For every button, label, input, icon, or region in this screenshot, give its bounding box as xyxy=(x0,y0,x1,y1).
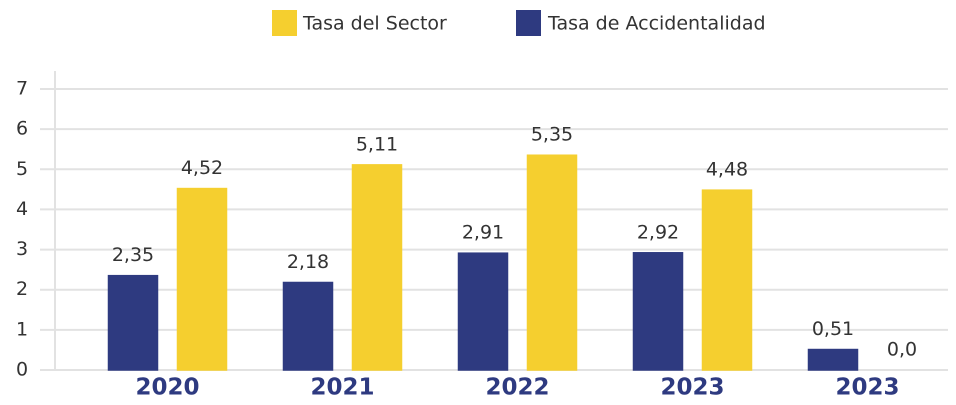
x-tick-label: 2021 xyxy=(310,375,374,401)
y-tick-label: 3 xyxy=(16,238,28,260)
value-label: 0,51 xyxy=(812,318,854,340)
value-label: 2,91 xyxy=(462,222,504,244)
x-tick-label: 2022 xyxy=(485,375,549,401)
bar xyxy=(807,348,859,371)
value-label: 4,48 xyxy=(706,159,748,181)
bar xyxy=(526,154,578,371)
y-tick-label: 7 xyxy=(16,78,28,100)
value-label: 2,18 xyxy=(287,251,329,273)
value-label: 5,35 xyxy=(531,124,573,146)
legend-label: Tasa del Sector xyxy=(302,13,447,35)
legend-swatch xyxy=(272,10,297,36)
value-label: 4,52 xyxy=(181,157,223,179)
bar xyxy=(632,252,684,371)
bar xyxy=(457,252,509,371)
bar xyxy=(176,187,228,371)
y-tick-label: 4 xyxy=(16,198,28,220)
bar xyxy=(701,189,753,371)
bar xyxy=(107,274,159,371)
y-tick-label: 6 xyxy=(16,118,28,140)
x-tick-label: 2023 xyxy=(835,375,899,401)
x-tick-label: 2023 xyxy=(660,375,724,401)
value-label: 2,92 xyxy=(637,221,679,243)
legend-swatch xyxy=(516,10,541,36)
y-tick-label: 5 xyxy=(16,158,28,180)
bar xyxy=(282,281,334,371)
legend-label: Tasa de Accidentalidad xyxy=(547,13,766,35)
y-tick-label: 0 xyxy=(16,359,28,381)
value-label: 2,35 xyxy=(112,244,154,266)
x-tick-label: 2020 xyxy=(135,375,199,401)
value-label: 5,11 xyxy=(356,133,398,155)
y-tick-label: 1 xyxy=(16,318,28,340)
value-label: 0,0 xyxy=(887,339,917,361)
bar xyxy=(351,164,403,371)
y-tick-label: 2 xyxy=(16,278,28,300)
